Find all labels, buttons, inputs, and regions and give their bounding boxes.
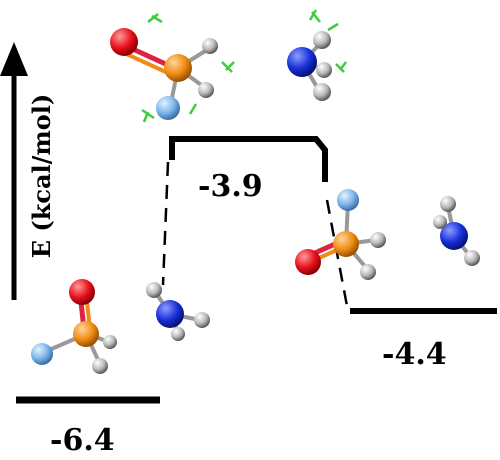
oxygen-atom — [295, 249, 321, 275]
axis-label: E (kcal/mol) — [27, 94, 56, 259]
hydrogen-atom — [440, 196, 456, 212]
vibration-markers — [141, 13, 235, 123]
nitrogen-atom — [156, 300, 184, 328]
hydrogen-atom — [464, 250, 480, 266]
oxygen-atom — [69, 279, 95, 305]
fluorine-atom — [337, 189, 359, 211]
nitrogen-atom — [287, 47, 317, 77]
value-reactant: -6.4 — [50, 423, 115, 458]
hydrogen-atom — [433, 215, 447, 229]
hydrogen-atom — [194, 312, 210, 328]
energy-levels — [16, 136, 497, 404]
energy-axis: E (kcal/mol) — [0, 42, 56, 300]
hydrogen-atom — [370, 232, 386, 248]
phosphorus-atom — [164, 54, 192, 82]
hydrogen-atom — [316, 62, 332, 78]
vibration-markers — [308, 9, 347, 73]
nitrogen-atom — [440, 222, 468, 250]
hydrogen-atom — [313, 83, 331, 101]
level-transition — [169, 136, 328, 182]
hydrogen-atom — [171, 327, 185, 341]
hydrogen-atom — [103, 335, 117, 349]
connector-reactant-ts — [161, 161, 170, 286]
value-product: -4.4 — [382, 337, 447, 372]
molecule-ts-ammonia — [287, 9, 347, 101]
phosphorus-atom — [73, 321, 99, 347]
molecule-reactant-phosphoryl — [31, 279, 117, 374]
molecule-product-phosphoryl — [295, 189, 386, 280]
phosphorus-atom — [333, 231, 359, 257]
hydrogen-atom — [92, 358, 108, 374]
hydrogen-atom — [146, 282, 162, 298]
hydrogen-atom — [198, 82, 214, 98]
hydrogen-atom — [360, 264, 376, 280]
hydrogen-atom — [313, 31, 331, 49]
oxygen-atom — [110, 28, 138, 56]
molecule-product-ammonia — [433, 196, 480, 266]
value-transition: -3.9 — [198, 169, 263, 204]
molecule-reactant-ammonia — [146, 282, 210, 341]
hydrogen-atom — [202, 38, 218, 54]
molecule-ts-phosphoryl — [110, 13, 235, 123]
fluorine-atom — [31, 343, 53, 365]
axis-arrowhead — [0, 42, 28, 76]
fluorine-atom — [156, 96, 180, 120]
